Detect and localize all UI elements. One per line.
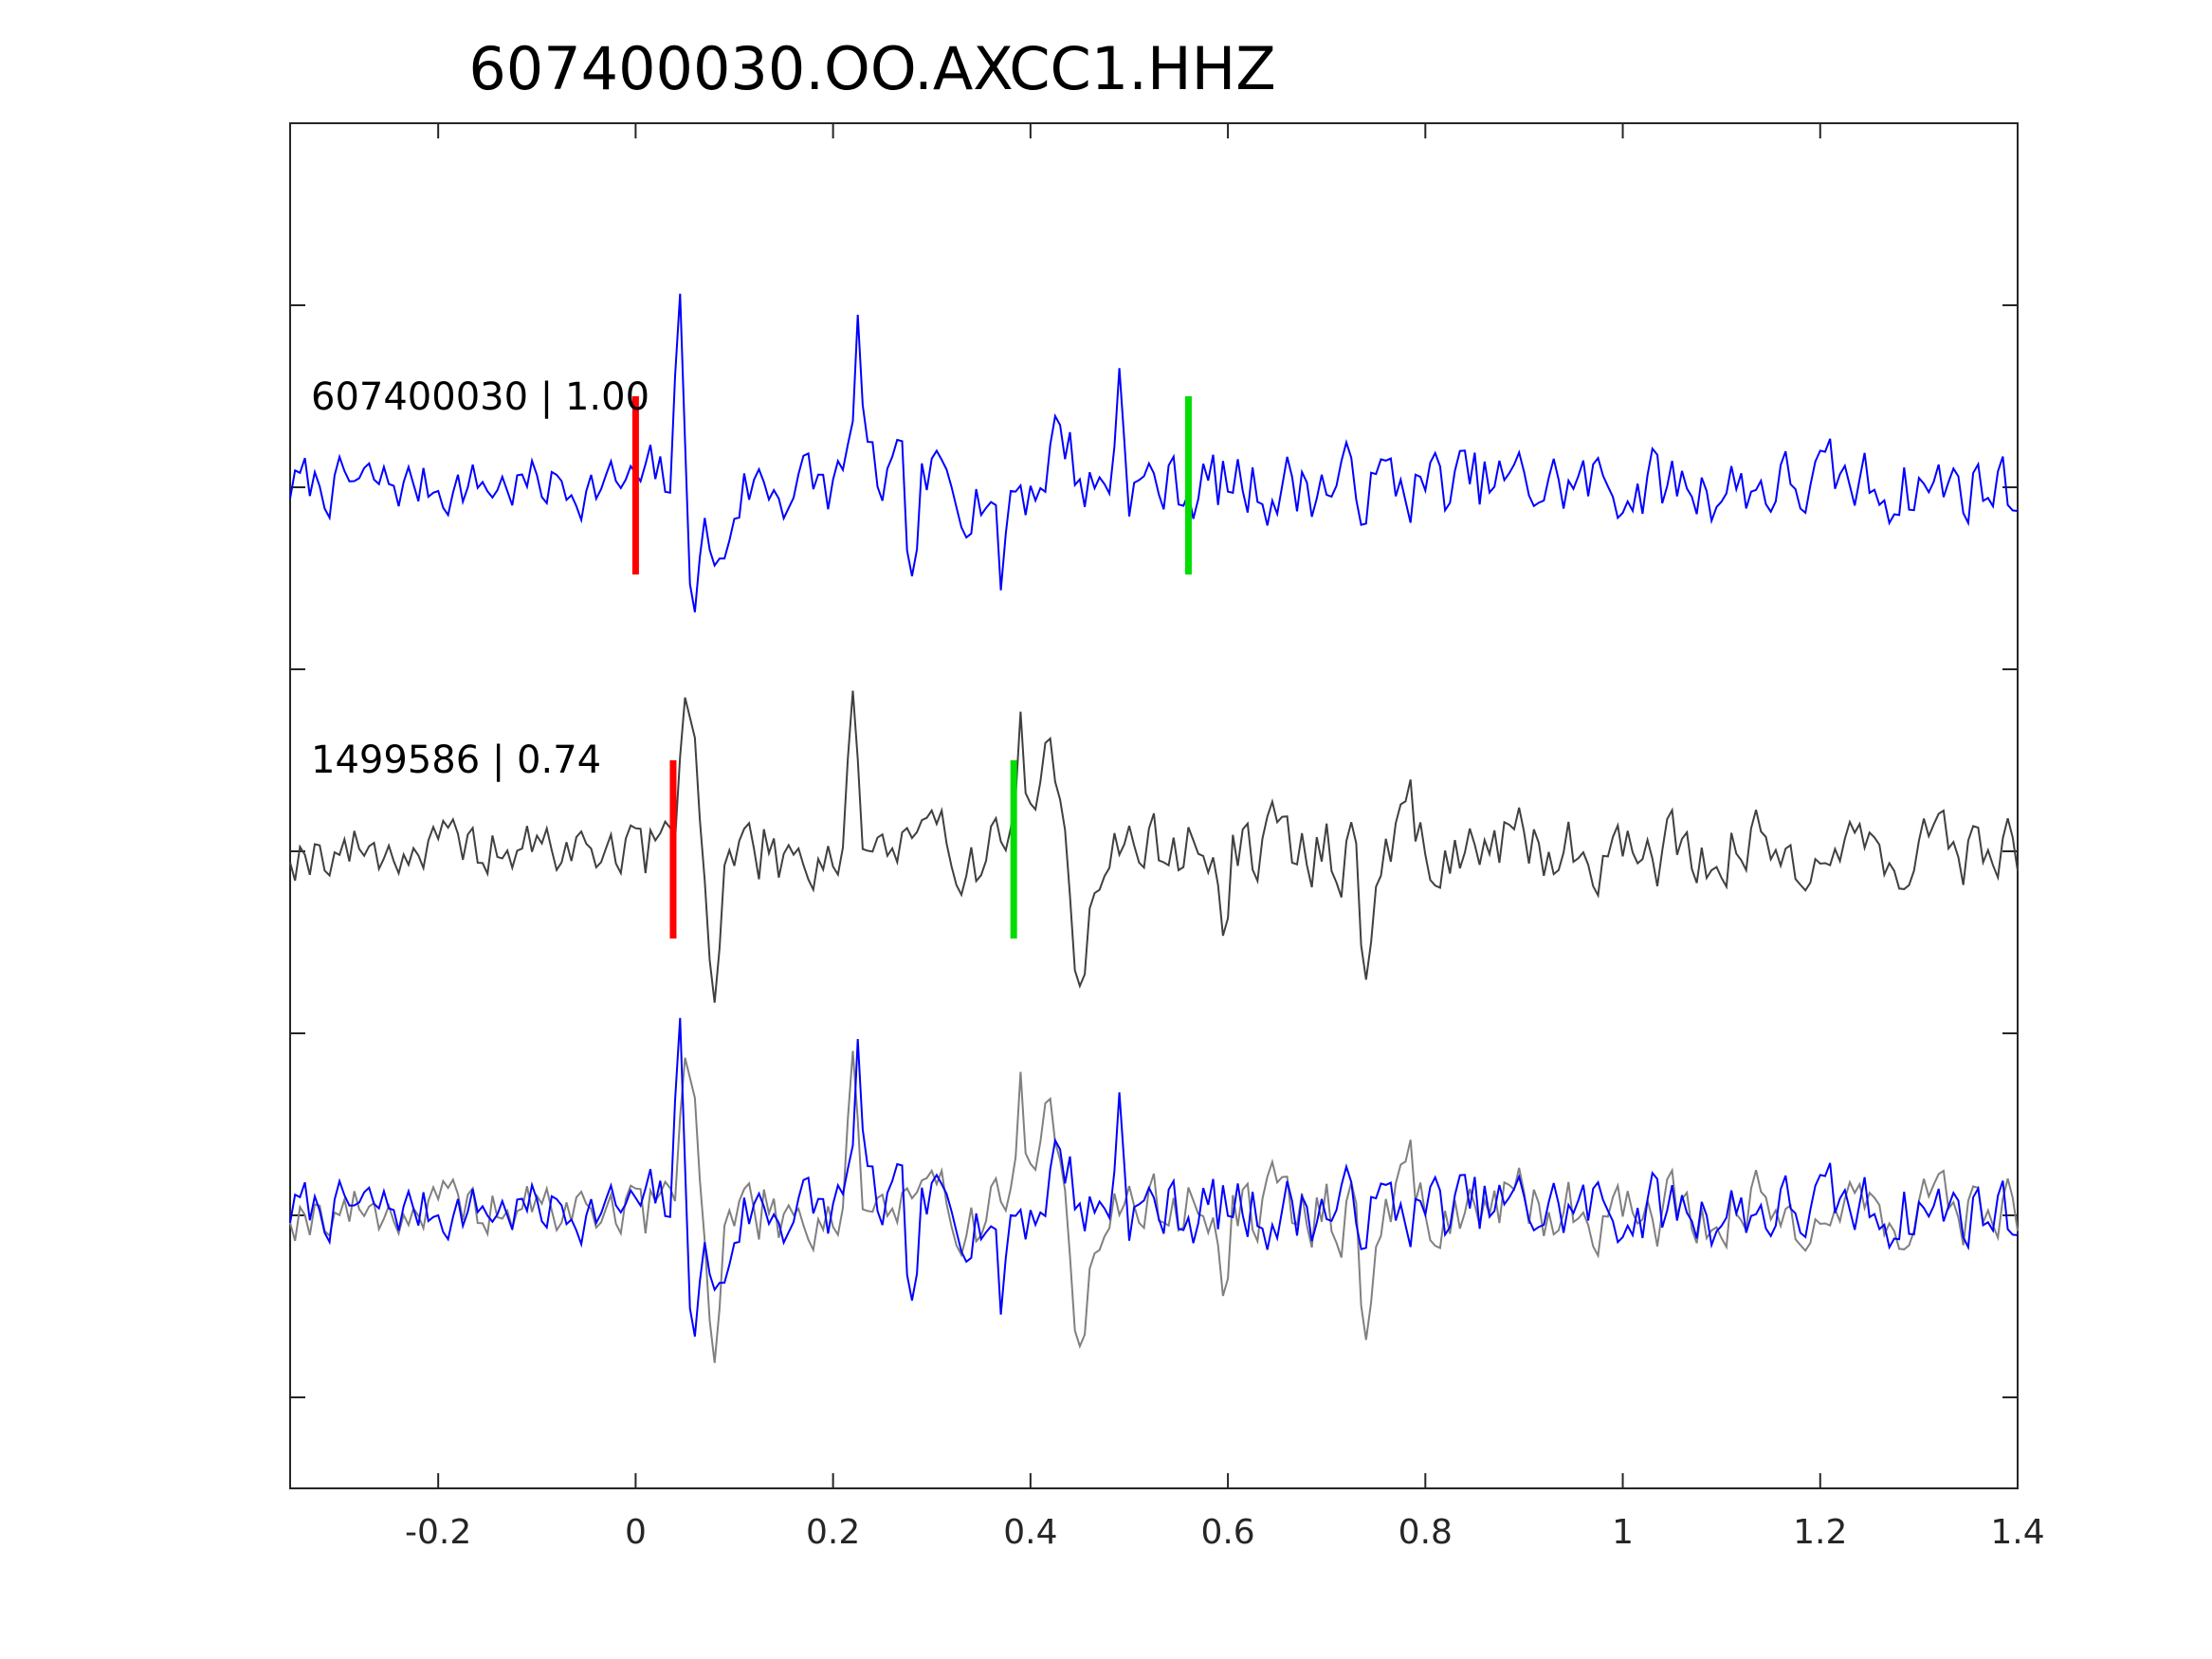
- overlay-template-trace: [289, 1017, 2019, 1337]
- trace-label: 1499586 | 0.74: [311, 738, 601, 782]
- x-tick-label: 0.6: [1200, 1513, 1254, 1552]
- x-tick-label: 1.4: [1990, 1513, 2044, 1552]
- chart-title: 607400030.OO.AXCC1.HHZ: [468, 34, 1275, 103]
- x-tick-label: 0.4: [1003, 1513, 1057, 1552]
- template-trace: [289, 293, 2019, 612]
- x-tick-label: -0.2: [405, 1513, 471, 1552]
- x-tick-label: 0.2: [806, 1513, 860, 1552]
- phase-picks: [631, 396, 1192, 939]
- x-tick-label: 1.2: [1793, 1513, 1847, 1552]
- x-tick-label: 0.8: [1398, 1513, 1453, 1552]
- match-trace: [289, 690, 2019, 1003]
- x-tick-labels: -0.2 0 0.2 0.4 0.6 0.8 1 1.2 1.4: [405, 1513, 2045, 1552]
- axis-ticks: [290, 123, 2019, 1488]
- x-tick-label: 0: [625, 1513, 647, 1552]
- plot-area: [289, 122, 2019, 1489]
- trace-label: 607400030 | 1.00: [311, 375, 649, 419]
- overlay-match-trace: [289, 1050, 2019, 1363]
- x-tick-label: 1: [1612, 1513, 1634, 1552]
- trace-labels: 607400030 | 1.00 1499586 | 0.74: [311, 375, 649, 782]
- traces: [289, 293, 2019, 1363]
